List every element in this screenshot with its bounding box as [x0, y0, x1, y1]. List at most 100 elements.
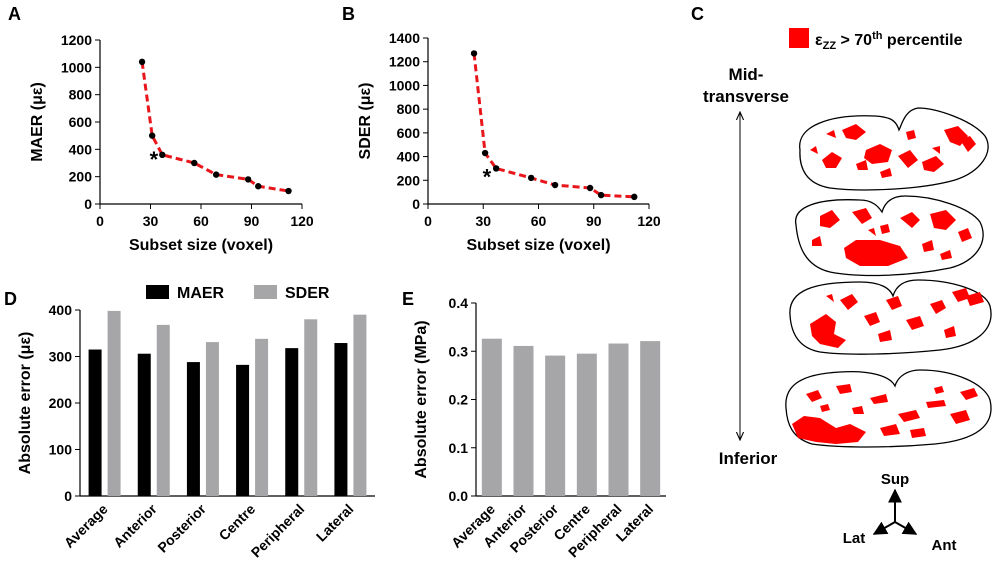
y-tick-label: 800 [69, 87, 93, 103]
y-tick-label: 600 [69, 114, 93, 130]
series-line [140, 61, 289, 193]
y-tick-label: 0.3 [449, 343, 469, 359]
y-tick-label: 0.4 [449, 295, 469, 311]
data-point [212, 171, 220, 178]
bar [513, 345, 534, 496]
y-tick-label: 1000 [61, 59, 92, 75]
bar [156, 324, 170, 496]
x-tick-label: 0 [424, 213, 432, 229]
x-tick-label: 90 [586, 213, 602, 229]
bar [285, 348, 299, 496]
x-tick-label: Anterior [110, 500, 160, 550]
y-tick-label: 100 [49, 442, 73, 458]
y-tick-label: 1400 [389, 30, 420, 46]
y-tick-label: 1200 [61, 32, 92, 48]
bar [186, 362, 200, 496]
legend-label: MAER [177, 285, 225, 302]
y-tick-label: 1200 [389, 54, 420, 70]
axis-sup-label: Sup [881, 471, 909, 488]
bar [304, 319, 318, 496]
mid-transverse-label-line1: Mid- [729, 65, 764, 84]
data-point [285, 187, 292, 195]
y-tick-label: 400 [49, 302, 73, 318]
chart-a-maer-line: 0 200 400 600 800 1000 1200 0 30 60 90 120 Subset si… [29, 32, 314, 254]
y-tick-label: 600 [397, 125, 421, 141]
legend-swatch [146, 285, 169, 299]
bar [545, 355, 566, 496]
strain-slice-2 [795, 195, 984, 277]
strain-legend-label: εZZ > 70th percentile [815, 30, 963, 52]
legend-swatch [254, 285, 277, 299]
panel-label-b: B [342, 4, 355, 24]
annotation-asterisk: * [483, 165, 492, 190]
x-tick-label: Centre [216, 501, 259, 544]
bar [640, 341, 661, 496]
y-tick-label: 400 [397, 149, 421, 165]
x-tick-label: 90 [244, 213, 260, 229]
strain-slice-3 [789, 279, 992, 355]
x-tick-label: Lateral [313, 501, 357, 545]
x-axis-title: Subset size (voxel) [466, 237, 610, 254]
x-tick-label: 120 [637, 213, 661, 229]
bar [608, 343, 629, 496]
data-point [527, 174, 535, 182]
y-tick-label: 0 [64, 488, 72, 504]
bar [236, 364, 250, 496]
y-tick-label: 800 [397, 101, 421, 117]
data-point [481, 149, 489, 157]
mid-transverse-label-line2: transverse [703, 87, 789, 106]
x-tick-label: 60 [193, 213, 209, 229]
y-tick-label: 0.0 [449, 488, 469, 504]
x-tick-label: Peripheral [248, 501, 308, 561]
bar [353, 314, 367, 496]
panel-label-a: A [8, 4, 21, 24]
data-point [492, 165, 500, 172]
x-tick-label: 120 [290, 213, 314, 229]
data-point [191, 159, 198, 167]
strain-slice-1 [799, 107, 989, 191]
y-tick-label: 400 [69, 141, 93, 157]
data-point [159, 151, 166, 158]
data-point [470, 50, 478, 57]
x-tick-label: 30 [475, 213, 491, 229]
panel-c-strain-maps: εZZ > 70th percentile Mid- transverse In… [703, 28, 992, 554]
annotation-asterisk: * [150, 147, 159, 172]
panel-label-d: D [4, 289, 17, 309]
x-tick-label: 0 [96, 213, 104, 229]
y-tick-label: 300 [49, 349, 73, 365]
y-tick-label: 0.1 [449, 440, 469, 456]
x-tick-label: 60 [531, 213, 547, 229]
panel-label-e: E [402, 289, 414, 309]
bar [255, 338, 269, 496]
chart-b-sder-line: 0 200 400 600 800 1000 1200 1400 0 30 60 90 120 Subse… [357, 30, 661, 254]
data-point [148, 132, 156, 139]
orientation-axes: Sup Lat Ant [843, 471, 957, 554]
y-tick-label: 200 [397, 172, 421, 188]
y-tick-label: 0 [412, 196, 420, 212]
y-axis-title: Absolute error (με) [17, 332, 34, 475]
chart-e-bars: 0.00.10.20.30.4AverageAnteriorPosteriorC… [413, 295, 666, 561]
bar [576, 353, 597, 496]
data-point [244, 176, 252, 183]
axis-lat-label: Lat [843, 530, 866, 547]
bar [107, 310, 121, 496]
inferior-label: Inferior [719, 449, 778, 468]
data-point [586, 184, 594, 192]
data-point [138, 58, 146, 66]
bar [334, 343, 348, 496]
data-point [255, 183, 262, 190]
y-axis-title: MAER (με) [29, 82, 46, 162]
panel-label-c: C [691, 4, 704, 24]
axis-ant-label: Ant [932, 537, 957, 554]
bar [481, 338, 502, 496]
y-tick-label: 200 [69, 169, 93, 185]
y-tick-label: 0 [84, 196, 92, 212]
strain-legend-swatch [789, 28, 809, 48]
x-axis-title: Subset size (voxel) [129, 237, 273, 254]
data-point [551, 181, 559, 189]
x-tick-label: Posterior [154, 500, 209, 555]
y-axis-title: Absolute error (MPa) [413, 320, 430, 478]
y-tick-label: 1000 [389, 77, 420, 93]
